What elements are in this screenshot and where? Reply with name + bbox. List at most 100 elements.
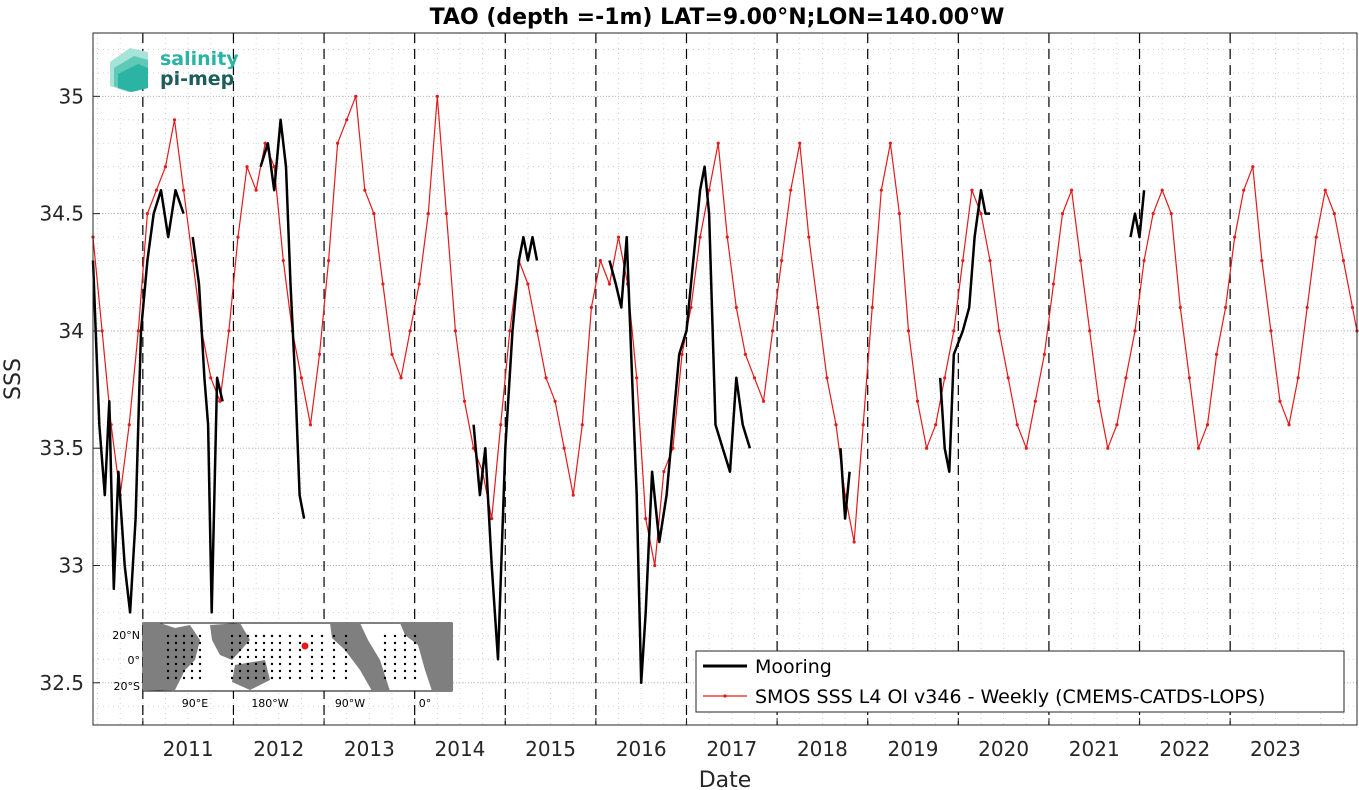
inset-mooring-dot [320,641,324,645]
x-tick-label: 2021 [1069,737,1120,761]
inset-map-mooring-dots [166,634,417,680]
inset-mooring-dot [310,648,314,652]
inset-mooring-dot [298,676,302,680]
inset-mooring-dot [270,676,274,680]
inset-mooring-dot [344,655,348,659]
x-tick-label: 2017 [706,737,757,761]
smos-point [598,258,603,263]
plot-area: 2011 2012 2013 2014 2015 2016 2017 2018 2019 2020… [39,32,1359,761]
smos-point [172,118,177,122]
smos-point [734,305,738,310]
inset-mooring-dot [320,648,324,652]
smos-point [254,188,258,192]
x-tick-label: 2015 [525,737,576,761]
x-tick-label: 2018 [797,737,848,761]
inset-mooring-dot [332,655,336,659]
inset-mooring-dot [230,669,234,673]
inset-mooring-dot [238,669,242,673]
inset-mooring-dot [288,648,292,652]
smos-point [1314,235,1318,239]
inset-mooring-dot [298,669,302,673]
inset-mooring-dot [393,634,397,638]
inset-mooring-dot [278,648,282,652]
smos-point [1133,329,1137,333]
y-tick-label: 32.5 [39,671,84,695]
inset-mooring-dot [182,662,186,666]
inset-mooring-dot [403,634,407,638]
inset-mooring-dot [174,669,178,673]
smos-point [1033,399,1037,403]
smos-point [426,212,430,216]
smos-point [906,329,911,333]
inset-mooring-dot [413,655,417,659]
inset-mooring-dot [332,648,336,652]
inset-mooring-dot [270,634,274,638]
inset-mooring-dot [246,641,250,645]
inset-mooring-dot [230,634,234,638]
smos-point [535,329,539,333]
inset-mooring-dot [383,669,387,673]
smos-point [227,329,231,333]
inset-mooring-dot [344,648,348,652]
smos-point [1015,423,1019,427]
smos-point [145,212,149,216]
inset-mooring-dot [298,662,302,666]
inset-mooring-dot [310,641,314,645]
inset-mooring-dot [403,641,407,645]
smos-point [970,188,974,192]
y-tick-label: 33 [59,553,84,577]
smos-point [417,282,421,286]
smos-point [761,399,766,403]
inset-mooring-dot [383,648,387,652]
inset-mooring-dot [413,641,417,645]
legend-box [695,650,1345,713]
smos-point [1196,446,1201,450]
smos-point [372,212,376,216]
inset-mooring-dot [298,648,302,652]
x-tick-label: 2020 [978,737,1029,761]
smos-point [1350,305,1355,310]
smos-point [1178,305,1182,310]
smos-point [1088,329,1092,333]
smos-point [453,329,458,333]
inset-mooring-dot [403,648,407,652]
mooring-line-segment [1129,190,1146,239]
inset-mooring-dot [190,634,194,638]
inset-mooring-dot [182,669,186,673]
inset-mooring-dot [298,655,302,659]
smos-point [408,329,412,333]
x-tick-label: 2023 [1250,737,1301,761]
mooring-line-segment [191,236,224,614]
smos-point [1242,188,1246,192]
inset-mooring-dot [270,655,274,659]
smos-point [435,94,439,98]
inset-mooring-dot [413,634,417,638]
inset-lat-20n: 20°N [112,629,140,642]
inset-mooring-dot [190,641,194,645]
inset-mooring-dot [254,662,258,666]
inset-lon-90e: 90°E [182,697,208,710]
inset-mooring-dot [166,634,170,638]
x-axis-label: Date [699,768,752,790]
smos-point [780,258,784,263]
smos-point [1187,376,1191,380]
inset-lat-20s: 20°S [114,680,140,693]
inset-mooring-dot [320,634,324,638]
smos-point [589,305,593,310]
inset-mooring-dot [332,634,336,638]
inset-mooring-dot [393,648,397,652]
inset-mooring-dot [198,669,202,673]
inset-mooring-dot [190,648,194,652]
plot-background [93,33,1357,725]
smos-point [997,329,1001,333]
inset-mooring-dot [254,669,258,673]
inset-mooring-dot [230,676,234,680]
inset-mooring-dot [254,641,258,645]
inset-mooring-dot [288,634,292,638]
inset-mooring-dot [166,648,170,652]
inset-mooring-dot [278,669,282,673]
smos-point [1142,258,1146,263]
smos-point [399,376,403,380]
y-tick-label: 35 [59,84,84,108]
